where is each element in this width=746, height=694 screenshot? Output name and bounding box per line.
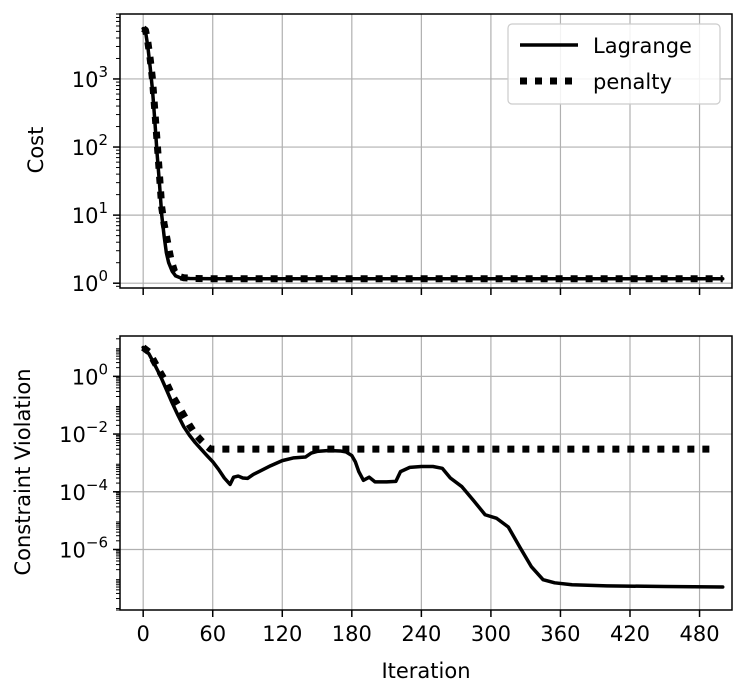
cost-x-ticks <box>142 288 701 295</box>
cost-series <box>141 25 725 283</box>
cost-y-ticks: 100 101 102 103 <box>72 13 120 296</box>
x-tick-label-60: 60 <box>199 622 226 646</box>
cost-panel: 100 101 102 103 Cost Lagrange penalty <box>24 13 733 296</box>
x-tick-label-480: 480 <box>679 622 719 646</box>
legend: Lagrange penalty <box>507 23 721 105</box>
x-tick-label-300: 300 <box>471 622 511 646</box>
cost-line-penalty <box>141 25 723 283</box>
violation-line-lagrange <box>141 345 725 589</box>
violation-y-tick-label-2: 10−2 <box>59 418 108 447</box>
violation-series <box>141 344 725 589</box>
x-tick-label-240: 240 <box>401 622 441 646</box>
legend-label-penalty: penalty <box>593 70 672 94</box>
x-tick-label-360: 360 <box>540 622 580 646</box>
violation-y-tick-label-1: 10−4 <box>59 476 108 505</box>
violation-line-penalty <box>141 344 712 453</box>
x-axis-label: Iteration <box>381 659 470 683</box>
cost-y-axis-label: Cost <box>24 127 48 174</box>
violation-plot-frame <box>119 335 733 611</box>
violation-grid <box>120 336 732 610</box>
violation-y-axis-label: Constraint Violation <box>11 368 35 575</box>
cost-y-tick-label-1: 101 <box>72 199 108 228</box>
x-tick-label-420: 420 <box>610 622 650 646</box>
cost-plot-frame <box>119 13 733 289</box>
x-tick-label-180: 180 <box>332 622 372 646</box>
cost-y-tick-label-0: 100 <box>72 267 108 296</box>
violation-panel: 10−6 10−4 10−2 100 0 60 120 180 240 300 360 420 480… <box>11 335 733 683</box>
violation-y-ticks: 10−6 10−4 10−2 100 <box>59 338 120 611</box>
cost-y-tick-label-2: 102 <box>72 131 108 160</box>
violation-x-ticks: 0 60 120 180 240 300 360 420 480 <box>136 610 720 646</box>
legend-label-lagrange: Lagrange <box>593 34 692 58</box>
violation-y-tick-label-0: 10−6 <box>59 533 108 562</box>
violation-y-tick-label-3: 100 <box>72 360 108 389</box>
x-tick-label-120: 120 <box>262 622 302 646</box>
x-tick-label-0: 0 <box>136 622 149 646</box>
cost-y-tick-label-3: 103 <box>72 63 108 92</box>
